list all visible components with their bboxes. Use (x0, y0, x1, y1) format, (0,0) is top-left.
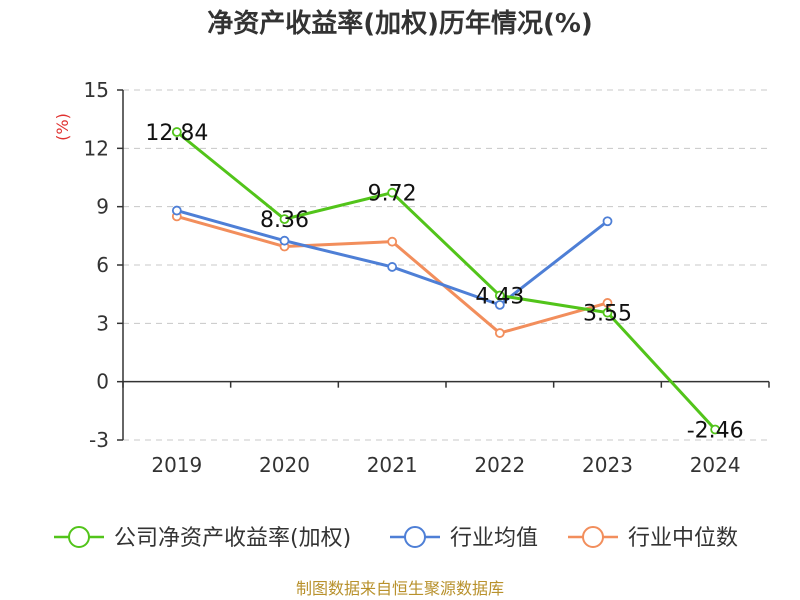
legend: 公司净资产收益率(加权) 行业均值 行业中位数 (54, 526, 738, 551)
data-label: 4.43 (475, 285, 524, 310)
legend-marker (68, 526, 90, 548)
legend-marker (582, 526, 604, 548)
data-label: 3.55 (583, 302, 632, 327)
data-point[interactable] (494, 328, 505, 338)
y-tick-label: 3 (96, 311, 109, 335)
legend-label[interactable]: 行业中位数 (628, 526, 738, 551)
data-point[interactable] (387, 236, 398, 247)
data-label: -2.46 (687, 419, 744, 444)
y-axis-unit: (%) (53, 113, 72, 141)
y-tick-label: 9 (96, 195, 109, 219)
data-point[interactable] (494, 299, 505, 310)
data-point[interactable] (602, 216, 613, 227)
x-tick-label: 2021 (367, 453, 418, 477)
series-layer (171, 127, 721, 435)
series-line (176, 209, 609, 307)
legend-marker (404, 526, 426, 548)
data-point[interactable] (710, 424, 721, 435)
series-line (175, 130, 717, 431)
data-point[interactable] (279, 214, 290, 225)
data-point[interactable] (494, 290, 505, 301)
legend-label[interactable]: 公司净资产收益率(加权) (114, 526, 351, 551)
data-point[interactable] (279, 235, 290, 246)
source-note: 制图数据来自恒生聚源数据库 (296, 579, 504, 598)
data-point[interactable] (387, 187, 398, 198)
y-tick-label: 6 (96, 253, 109, 277)
x-tick-label: 2024 (690, 453, 741, 477)
data-point[interactable] (171, 127, 182, 137)
data-label: 9.72 (368, 182, 417, 207)
series-line (176, 214, 608, 335)
y-tick-label: 12 (84, 136, 109, 160)
axes: 15 12 9 6 3 0 -3 2019 2020 2021 2022 2023 2024 (84, 78, 770, 477)
x-tick-label: 2022 (474, 453, 525, 477)
x-tick-label: 2023 (582, 453, 633, 477)
y-tick-label: 15 (84, 78, 109, 102)
y-tick-label: 0 (96, 370, 109, 394)
data-point[interactable] (387, 262, 398, 272)
chart-title: 净资产收益率(加权)历年情况(%) (207, 8, 593, 39)
x-tick-label: 2020 (259, 453, 310, 477)
data-point[interactable] (171, 205, 182, 216)
gridlines (123, 89, 769, 441)
data-point[interactable] (602, 298, 613, 308)
data-label: 12.84 (145, 121, 208, 146)
legend-label[interactable]: 行业均值 (450, 526, 538, 551)
x-tick-label: 2019 (151, 453, 202, 477)
data-labels: 12.84 8.36 9.72 4.43 3.55 -2.46 (145, 121, 743, 444)
data-point[interactable] (602, 307, 613, 318)
data-label: 8.36 (260, 208, 309, 233)
y-tick-label: -3 (89, 428, 109, 452)
